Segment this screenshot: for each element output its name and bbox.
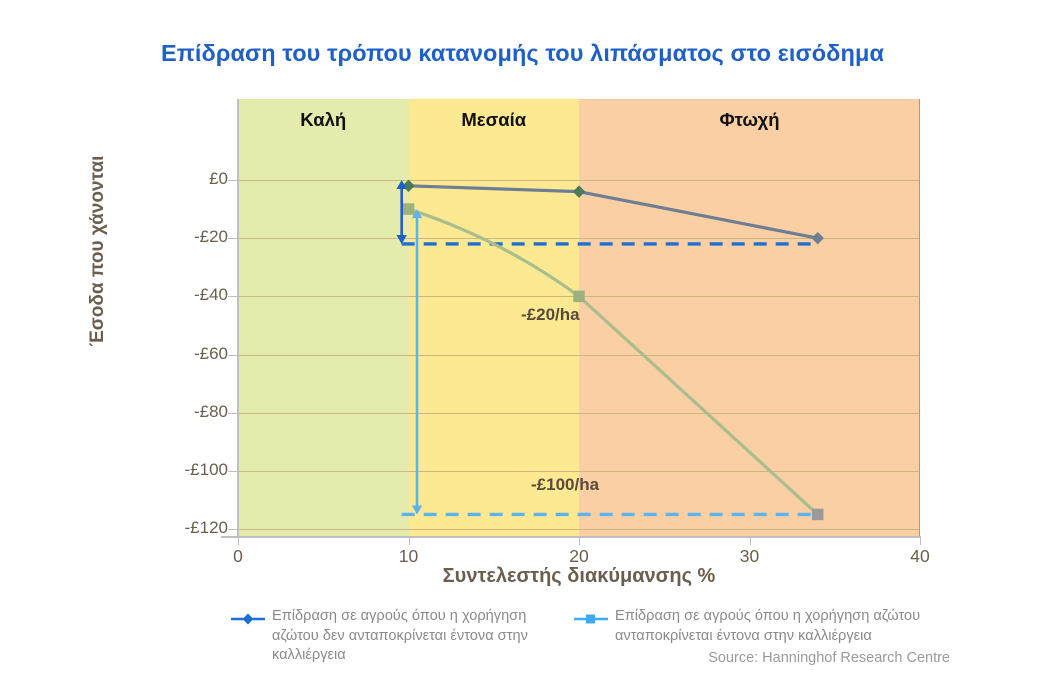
page-title: Επίδραση του τρόπου κατανομής του λιπάσμ…: [160, 40, 885, 66]
x-axis-tick: [408, 536, 410, 545]
y-axis-tick: [228, 238, 238, 240]
gridline: [238, 354, 920, 356]
legend-label-no-response: Επίδραση σε αγρούς όπου η χορήγηση αζώτο…: [272, 608, 528, 663]
gridline: [238, 529, 920, 530]
square-marker-icon: [574, 614, 608, 624]
gridline: [238, 412, 920, 414]
x-axis-tick-label: 20: [569, 546, 589, 566]
band-label-poor: Φτωχή: [719, 109, 780, 130]
annotation-drop-100: -£100/ha: [531, 475, 600, 494]
y-axis-title: Έσοδα που χάνονται: [87, 155, 108, 347]
y-axis-tick-label: -£20: [193, 227, 228, 247]
x-axis-tick: [749, 536, 751, 545]
annotation-drop-20: -£20/ha: [521, 305, 580, 324]
plot-left-border: [238, 99, 239, 536]
y-axis-tick-label: -£60: [193, 343, 228, 363]
y-axis-tick-label: -£40: [193, 285, 228, 305]
y-axis-tick: [228, 296, 238, 298]
legend-label-responsive: Επίδραση σε αγρούς όπου η χορήγηση αζώτο…: [615, 608, 921, 644]
plot-right-border: [918, 99, 920, 536]
y-axis-tick: [228, 470, 238, 472]
y-axis-labels: £0 -£20 -£40 -£60 -£80 -£100 -£120: [150, 0, 228, 685]
x-axis-tick: [579, 536, 580, 545]
band-label-medium: Μεσαία: [461, 109, 527, 130]
gridline: [238, 180, 920, 181]
y-axis-tick: [228, 529, 238, 530]
x-axis-tick: [920, 536, 921, 545]
y-axis-tick: [228, 354, 238, 356]
x-axis-tick-label: 0: [233, 546, 243, 566]
y-axis-tick: [228, 180, 238, 181]
y-axis-tick: [228, 412, 238, 414]
gridline: [238, 296, 920, 298]
x-axis-line: [221, 536, 920, 538]
band-label-good: Καλή: [300, 109, 347, 130]
plot-area: Καλή Μεσαία Φτωχή -£20/ha -£100/ha: [238, 99, 920, 536]
diamond-marker-icon: [231, 613, 265, 625]
y-axis-tick-label: £0: [209, 169, 228, 188]
band-good: [238, 99, 409, 536]
x-axis-tick-label: 30: [739, 546, 760, 566]
legend: Επίδραση σε αγρούς όπου η χορήγηση αζώτο…: [222, 607, 952, 682]
y-axis-tick-label: -£80: [193, 401, 228, 421]
x-axis-title: Συντελεστής διακύμανσης %: [442, 565, 716, 587]
x-axis-tick-label: 40: [910, 546, 930, 566]
y-axis-tick-label: -£100: [184, 459, 228, 479]
gridline: [238, 470, 920, 472]
gridline: [238, 238, 920, 240]
y-axis-line: [237, 99, 239, 536]
x-axis-tick-label: 10: [398, 546, 419, 566]
source-note: Source: Hanninghof Research Centre: [708, 650, 950, 666]
y-axis-tick-label: -£120: [184, 518, 228, 537]
x-axis-tick: [238, 536, 239, 545]
